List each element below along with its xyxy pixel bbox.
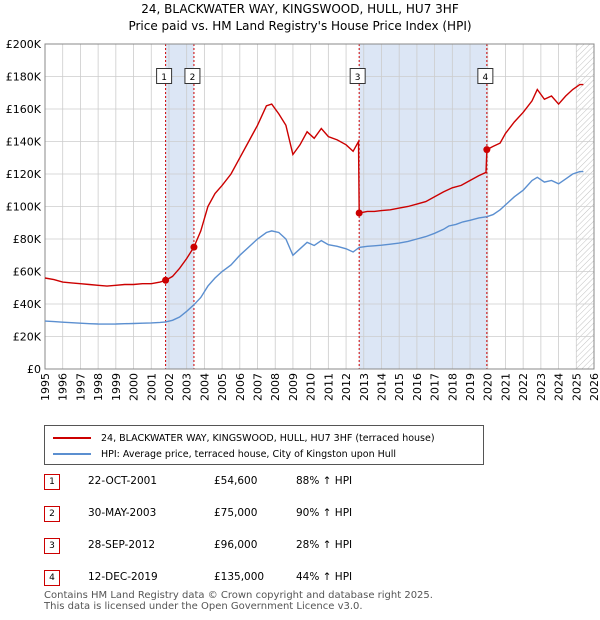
x-tick-label: 2024 [553, 373, 566, 401]
y-tick-label: £20K [13, 331, 42, 344]
price-chart: 24, BLACKWATER WAY, KINGSWOOD, HULL, HU7… [6, 2, 600, 401]
sale-marker-box [349, 68, 366, 84]
sale-number-badge: 3 [44, 538, 60, 554]
sale-marker-box [184, 68, 201, 84]
y-tick-label: £60K [13, 266, 42, 279]
y-tick-label: £0 [27, 363, 41, 376]
sale-marker-label: 1 [161, 73, 167, 83]
sale-number-badge: 4 [44, 570, 60, 586]
x-tick-label: 2022 [517, 373, 530, 401]
y-tick-label: £200K [6, 38, 42, 51]
sale-hpi-change: 90% ↑ HPI [296, 507, 353, 519]
sale-date: 28-SEP-2012 [88, 539, 156, 551]
legend-item-property: 24, BLACKWATER WAY, KINGSWOOD, HULL, HU7… [53, 430, 435, 446]
sale-hpi-change: 44% ↑ HPI [296, 571, 353, 583]
sale-price: £54,600 [214, 475, 258, 487]
legend: 24, BLACKWATER WAY, KINGSWOOD, HULL, HU7… [44, 425, 484, 465]
x-tick-label: 2004 [198, 373, 211, 401]
x-tick-label: 2003 [181, 373, 194, 401]
x-tick-label: 2026 [588, 373, 600, 401]
sale-price: £75,000 [214, 507, 258, 519]
x-tick-label: 2000 [128, 373, 141, 401]
sale-point [355, 209, 363, 217]
x-tick-label: 2015 [393, 373, 406, 401]
legend-item-hpi: HPI: Average price, terraced house, City… [53, 446, 396, 462]
x-tick-label: 2014 [375, 373, 388, 401]
x-tick-label: 2005 [216, 373, 229, 401]
legend-label-hpi: HPI: Average price, terraced house, City… [101, 448, 397, 460]
sale-point [162, 276, 170, 284]
x-tick-label: 2019 [464, 373, 477, 401]
y-tick-label: £100K [6, 201, 42, 214]
x-tick-label: 2001 [145, 373, 158, 401]
x-tick-label: 2017 [429, 373, 442, 401]
x-tick-label: 1998 [92, 373, 105, 401]
legend-swatch-hpi [53, 453, 91, 455]
sale-marker-label: 2 [190, 73, 196, 83]
x-tick-label: 2020 [482, 373, 495, 401]
y-tick-label: £120K [6, 168, 42, 181]
sale-marker-box [156, 68, 173, 84]
sale-row: 1 22-OCT-2001 £54,600 88% ↑ HPI [44, 474, 444, 490]
legend-swatch-property [53, 437, 91, 439]
y-tick-label: £180K [6, 71, 42, 84]
x-tick-label: 2011 [322, 373, 335, 401]
x-tick-label: 2025 [570, 373, 583, 401]
y-tick-label: £40K [13, 298, 42, 311]
x-tick-label: 2008 [269, 373, 282, 401]
x-tick-label: 1995 [39, 373, 52, 401]
x-tick-label: 2006 [234, 373, 247, 401]
sale-row: 3 28-SEP-2012 £96,000 28% ↑ HPI [44, 538, 444, 554]
footer-licence: This data is licensed under the Open Gov… [44, 601, 363, 612]
y-tick-label: £80K [13, 233, 42, 246]
sale-number-badge: 2 [44, 506, 60, 522]
x-tick-label: 2007 [252, 373, 265, 401]
chart-title: 24, BLACKWATER WAY, KINGSWOOD, HULL, HU7… [141, 2, 459, 16]
sale-row: 4 12-DEC-2019 £135,000 44% ↑ HPI [44, 570, 444, 586]
x-tick-label: 1996 [57, 373, 70, 401]
x-tick-label: 2012 [340, 373, 353, 401]
x-tick-label: 2002 [163, 373, 176, 401]
y-tick-label: £140K [6, 136, 42, 149]
x-tick-label: 2021 [499, 373, 512, 401]
series-line-property [44, 83, 584, 287]
sale-marker-label: 4 [482, 73, 488, 83]
x-tick-label: 2013 [358, 373, 371, 401]
legend-label-property: 24, BLACKWATER WAY, KINGSWOOD, HULL, HU7… [101, 432, 435, 444]
sale-marker-box [477, 68, 494, 84]
footer: Contains HM Land Registry data © Crown c… [44, 590, 433, 612]
sale-point [190, 243, 198, 251]
sale-marker-label: 3 [355, 73, 361, 83]
sale-date: 30-MAY-2003 [88, 507, 157, 519]
sale-price: £96,000 [214, 539, 258, 551]
x-tick-label: 1999 [110, 373, 123, 401]
series-line-hpi [44, 170, 584, 325]
sale-date: 22-OCT-2001 [88, 475, 157, 487]
x-tick-label: 2023 [535, 373, 548, 401]
x-tick-label: 2018 [446, 373, 459, 401]
footer-copyright: Contains HM Land Registry data © Crown c… [44, 590, 433, 601]
sale-row: 2 30-MAY-2003 £75,000 90% ↑ HPI [44, 506, 444, 522]
x-tick-label: 2009 [287, 373, 300, 401]
chart-subtitle: Price paid vs. HM Land Registry's House … [128, 19, 471, 33]
sale-point [483, 146, 491, 154]
x-tick-label: 1997 [74, 373, 87, 401]
plot-frame [44, 43, 595, 370]
sale-price: £135,000 [214, 571, 265, 583]
x-tick-label: 2016 [411, 373, 424, 401]
sale-number-badge: 1 [44, 474, 60, 490]
y-tick-label: £160K [6, 103, 42, 116]
sale-hpi-change: 28% ↑ HPI [296, 539, 353, 551]
sale-date: 12-DEC-2019 [88, 571, 158, 583]
x-tick-label: 2010 [305, 373, 318, 401]
sale-hpi-change: 88% ↑ HPI [296, 475, 353, 487]
